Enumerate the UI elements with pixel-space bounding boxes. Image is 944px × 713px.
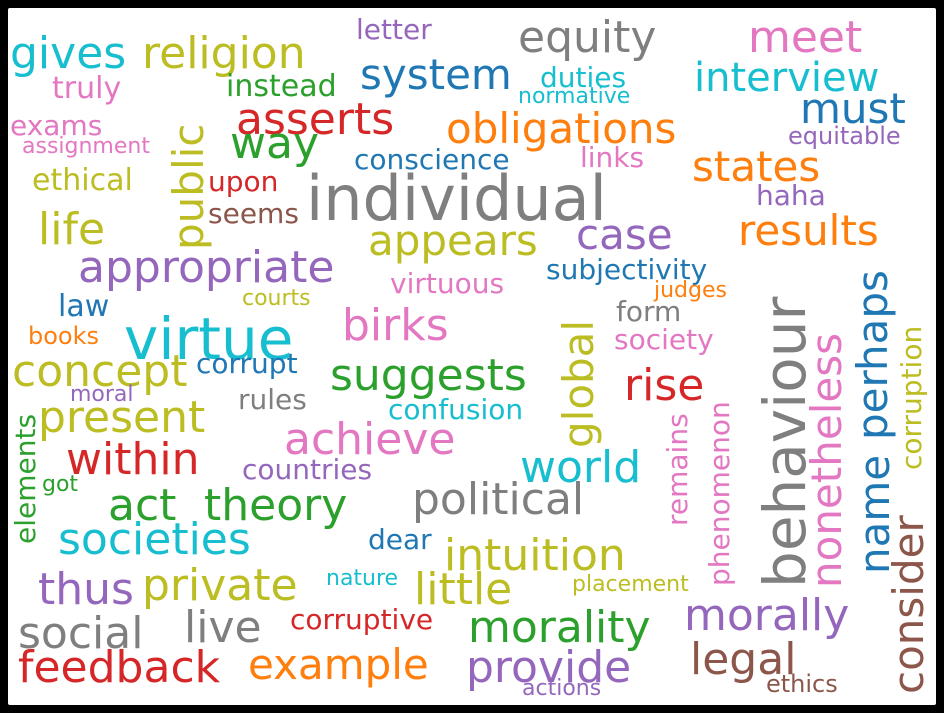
word-corruptive: corruptive: [290, 603, 434, 636]
word-links: links: [580, 141, 645, 174]
word-birks: birks: [342, 300, 449, 351]
word-world: world: [520, 442, 642, 493]
word-letter: letter: [356, 13, 432, 46]
word-dear: dear: [368, 523, 432, 556]
word-form: form: [616, 295, 682, 328]
word-corrupt: corrupt: [196, 347, 298, 380]
word-appropriate: appropriate: [78, 242, 335, 293]
word-states: states: [692, 142, 821, 191]
word-within: within: [66, 434, 200, 485]
word-political: political: [412, 474, 585, 525]
word-courts: courts: [242, 286, 311, 311]
word-obligations: obligations: [446, 104, 677, 153]
word-global: global: [554, 319, 603, 448]
word-equitable: equitable: [788, 122, 901, 150]
word-ethics: ethics: [766, 670, 838, 698]
word-moral: moral: [70, 382, 134, 407]
word-countries: countries: [242, 453, 373, 486]
word-nature: nature: [326, 566, 399, 591]
word-nonetheless: nonetheless: [802, 333, 851, 588]
word-case: case: [576, 210, 673, 259]
word-law: law: [58, 289, 110, 324]
word-must: must: [800, 84, 906, 133]
word-phenomenon: phenomenon: [703, 401, 736, 586]
word-equity: equity: [518, 12, 657, 63]
word-books: books: [28, 322, 100, 350]
word-intuition: intuition: [444, 530, 626, 581]
word-duties: duties: [540, 61, 627, 94]
word-theory: theory: [204, 480, 348, 531]
word-meet: meet: [748, 12, 863, 63]
word-thus: thus: [38, 564, 134, 615]
word-example: example: [248, 640, 429, 689]
word-cloud: gives religion letter equity meet truly instea…: [8, 8, 936, 705]
word-act: act: [108, 480, 177, 531]
word-morality: morality: [468, 602, 651, 653]
word-haha: haha: [756, 179, 826, 212]
word-ethical: ethical: [32, 163, 133, 198]
word-little: little: [414, 564, 513, 615]
word-individual: individual: [306, 162, 607, 235]
word-confusion: confusion: [388, 393, 524, 426]
word-private: private: [142, 560, 298, 611]
word-present: present: [38, 392, 206, 443]
word-conscience: conscience: [354, 143, 510, 176]
word-societies: societies: [58, 514, 251, 565]
word-remains: remains: [661, 413, 694, 526]
word-religion: religion: [142, 28, 306, 79]
word-perhaps: perhaps: [848, 270, 897, 440]
word-provide: provide: [466, 642, 632, 693]
word-public: public: [164, 123, 213, 250]
word-asserts: asserts: [236, 94, 395, 145]
word-way: way: [230, 118, 319, 169]
word-consider: consider: [884, 515, 933, 694]
word-legal: legal: [690, 634, 797, 685]
word-society: society: [614, 323, 714, 356]
word-assignment: assignment: [22, 134, 150, 159]
word-virtue: virtue: [124, 305, 294, 373]
word-suggests: suggests: [330, 350, 527, 401]
word-rise: rise: [624, 360, 705, 411]
word-feedback: feedback: [18, 642, 221, 693]
word-corruption: corruption: [895, 325, 928, 470]
word-truly: truly: [52, 71, 122, 106]
word-upon: upon: [208, 165, 279, 198]
word-seems: seems: [208, 197, 299, 230]
word-judges: judges: [654, 278, 727, 303]
word-elements: elements: [9, 413, 42, 544]
word-actions: actions: [522, 676, 602, 701]
word-gives: gives: [10, 28, 127, 79]
word-system: system: [360, 50, 512, 99]
word-got: got: [42, 472, 79, 497]
word-subjectivity: subjectivity: [546, 253, 708, 286]
word-normative: normative: [518, 84, 631, 109]
word-life: life: [38, 204, 106, 255]
word-rules: rules: [238, 383, 307, 416]
word-interview: interview: [694, 55, 880, 101]
word-results: results: [738, 206, 879, 255]
word-live: live: [184, 602, 262, 653]
word-instead: instead: [226, 69, 337, 104]
word-appears: appears: [368, 216, 538, 265]
word-morally: morally: [684, 590, 850, 641]
word-placement: placement: [572, 572, 689, 597]
word-social: social: [18, 608, 144, 659]
word-virtuous: virtuous: [390, 267, 505, 300]
word-concept: concept: [12, 346, 188, 397]
word-achieve: achieve: [284, 414, 456, 465]
word-exams: exams: [10, 109, 103, 142]
